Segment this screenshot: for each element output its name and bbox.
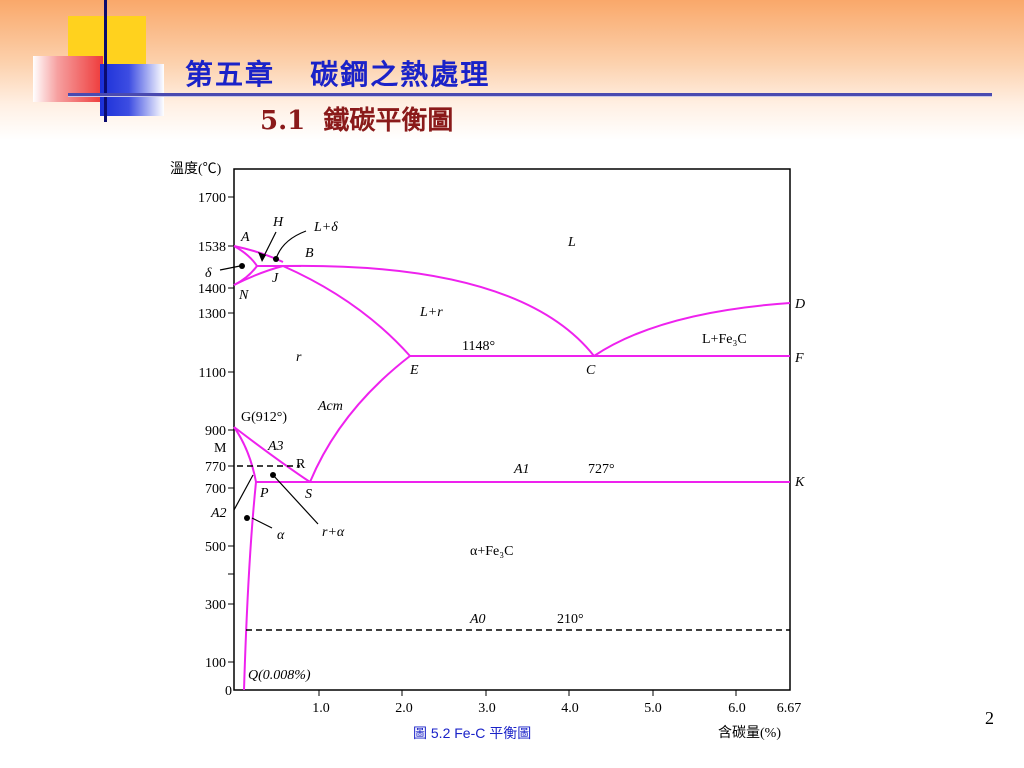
- y-tick-label: 0: [225, 684, 232, 699]
- line-n-j: [233, 265, 284, 286]
- x-tick-label: 3.0: [478, 701, 496, 716]
- y-axis-ticks: [228, 196, 234, 663]
- diagram-frame: [233, 168, 791, 691]
- point-label-h: H: [272, 215, 284, 230]
- y-axis-label: 溫度(℃): [170, 161, 222, 177]
- x-tick-label: 2.0: [395, 701, 413, 716]
- point-label-c: C: [586, 363, 596, 378]
- decor-blue-square: [100, 64, 164, 116]
- point-label-n: N: [238, 288, 249, 303]
- line-label-a0: A0: [469, 612, 486, 627]
- region-label-gamma-alpha: r+α: [322, 525, 345, 540]
- y-tick-label: 900: [205, 424, 226, 439]
- liquidus-b-c: [282, 264, 595, 357]
- figure-caption: 圖 5.2 Fe-C 平衡圖: [413, 725, 531, 741]
- y-tick-label: 1700: [198, 191, 226, 206]
- line-label-a3: A3: [267, 439, 284, 454]
- leader-lines: [219, 230, 319, 529]
- line-label-a1: A1: [513, 462, 530, 477]
- y-tick-label: 1538: [198, 240, 226, 255]
- point-label-e: E: [409, 363, 419, 378]
- y-tick-label: 1300: [198, 307, 226, 322]
- arrow-head-icon: [258, 252, 266, 262]
- point-label-k: K: [794, 475, 805, 490]
- y-tick-label: 1400: [198, 282, 226, 297]
- solvus-p-q: [243, 481, 257, 691]
- decor-horizontal-line-shadow: [68, 96, 992, 97]
- slide-title: 第五章 碳鋼之熱處理: [185, 58, 491, 91]
- region-label-l-gamma: L+r: [419, 305, 443, 320]
- solidus-j-e: [282, 265, 411, 357]
- point-label-r: R: [296, 457, 306, 472]
- marker-dots: [239, 256, 279, 521]
- slide-subtitle: 5.1 鐵碳平衡圖: [260, 106, 454, 136]
- region-label-l-delta: L+δ: [313, 220, 338, 235]
- x-tick-label: 5.0: [644, 701, 662, 716]
- point-label-j: J: [272, 271, 279, 286]
- region-label-liquid: L: [567, 235, 576, 250]
- phase-lines: [233, 245, 791, 691]
- region-label-gamma: r: [296, 350, 302, 365]
- x-tick-label: 4.0: [561, 701, 579, 716]
- y-tick-label: 100: [205, 656, 226, 671]
- y-tick-label: 700: [205, 482, 226, 497]
- decor-vertical-line: [104, 0, 107, 122]
- y-tick-label: 1100: [199, 366, 226, 381]
- point-label-q: Q(0.008%): [248, 668, 311, 683]
- x-tick-label: 1.0: [312, 701, 330, 716]
- temp-label-a0: 210°: [557, 612, 584, 627]
- x-axis-ticks: [318, 690, 737, 696]
- page-number: 2: [985, 708, 994, 728]
- point-label-m: M: [214, 441, 227, 456]
- y-tick-label: 770: [205, 460, 226, 475]
- acm-line: [309, 355, 411, 483]
- point-label-f: F: [794, 351, 804, 366]
- point-label-b: B: [305, 246, 314, 261]
- line-label-acm: Acm: [317, 399, 343, 414]
- point-label-p: P: [259, 486, 269, 501]
- x-axis-label: 含碳量(%): [718, 725, 781, 741]
- point-label-d: D: [794, 297, 805, 312]
- a3-line: [233, 426, 311, 483]
- region-label-delta: δ: [205, 266, 212, 281]
- header-background: [0, 0, 1024, 140]
- region-label-alpha-fe3c: α+Fe₃C: [470, 544, 513, 559]
- decor-horizontal-line: [68, 93, 992, 96]
- temp-label-eutectoid: 727°: [588, 462, 615, 477]
- y-tick-label: 300: [205, 598, 226, 613]
- liquidus-c-d: [593, 302, 791, 357]
- point-label-g: G(912°): [241, 410, 287, 425]
- region-label-alpha: α: [277, 528, 285, 543]
- y-tick-label: 500: [205, 540, 226, 555]
- line-label-a2: A2: [210, 506, 227, 521]
- point-label-s: S: [305, 487, 312, 502]
- x-tick-label: 6.0: [728, 701, 746, 716]
- point-label-a: A: [240, 230, 250, 245]
- region-label-l-fe3c: L+Fe₃C: [702, 332, 747, 347]
- x-tick-label: 6.67: [777, 701, 802, 716]
- line-a-h: [233, 245, 258, 267]
- g-p-line: [233, 426, 257, 483]
- temp-label-eutectic: 1148°: [462, 339, 495, 354]
